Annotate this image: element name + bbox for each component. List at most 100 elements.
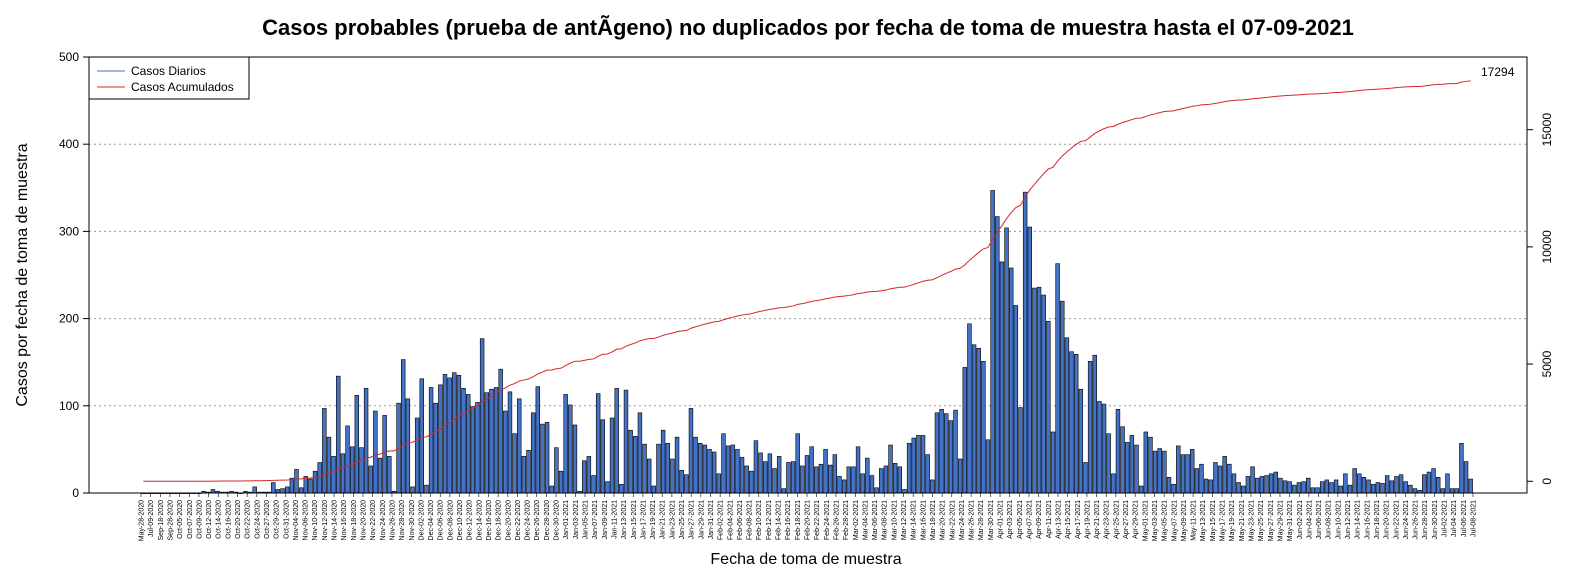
bar	[1440, 488, 1446, 494]
x-tick-label: Feb-18-2021	[795, 500, 802, 540]
x-tick-label: Dec-16-2020	[486, 500, 493, 541]
bar	[995, 216, 1000, 494]
x-tick-label: Jul-04-2021	[1451, 500, 1458, 537]
bar	[1296, 482, 1302, 494]
x-tick-label: Apr-05-2021	[1017, 500, 1024, 539]
x-tick-label: Mar-20-2021	[940, 500, 947, 540]
bar	[484, 392, 489, 494]
x-tick-label: Mar-26-2021	[969, 500, 976, 540]
bar	[1032, 287, 1037, 494]
bar	[1463, 461, 1469, 494]
bar	[442, 374, 448, 494]
bar	[1166, 476, 1172, 494]
bar	[1245, 476, 1251, 494]
x-tick-label: Jul-09-2020	[148, 500, 155, 537]
bar	[999, 261, 1005, 494]
bar	[1449, 488, 1455, 494]
bar	[252, 486, 257, 494]
bar	[1106, 433, 1111, 494]
x-tick-label: May-03-2021	[1152, 500, 1159, 541]
bar	[517, 398, 522, 494]
x-tick-label: Jul-08-2021	[1471, 500, 1478, 537]
x-tick-label: Mar-22-2021	[949, 500, 956, 540]
x-tick-label: Feb-06-2021	[737, 500, 744, 540]
x-tick-label: Jan-31-2021	[708, 500, 715, 539]
bar	[776, 456, 782, 494]
bar	[1138, 485, 1144, 494]
bar	[846, 466, 851, 494]
x-tick-label: Jun-04-2021	[1306, 500, 1313, 539]
bar	[600, 419, 606, 494]
bar	[1347, 484, 1353, 494]
y2-tick-label: 10000	[1540, 230, 1554, 264]
x-tick-label: Oct-14-2020	[216, 500, 223, 539]
cumulative-line	[143, 80, 1471, 482]
bar	[1217, 465, 1223, 494]
x-tick-label: Oct-16-2020	[225, 500, 232, 539]
bar	[489, 388, 494, 494]
bar	[609, 417, 615, 494]
bar	[1101, 403, 1107, 494]
x-tick-label: Dec-22-2020	[515, 500, 522, 541]
bar	[210, 489, 216, 494]
x-tick-label: Jun-06-2021	[1316, 500, 1323, 539]
bar	[869, 475, 875, 494]
x-tick-label: Dec-24-2020	[525, 500, 532, 541]
x-tick-label: May-29-2021	[1277, 500, 1284, 541]
bar	[1435, 476, 1441, 494]
x-tick-label: Dec-20-2020	[505, 500, 512, 541]
x-tick-label: Jan-01-2021	[563, 500, 570, 539]
bar	[660, 429, 666, 494]
x-tick-label: Feb-04-2021	[727, 500, 734, 540]
bar	[883, 465, 889, 494]
bar	[916, 435, 921, 494]
bar	[790, 461, 796, 494]
bar	[892, 463, 898, 494]
bar	[1268, 473, 1274, 494]
bar	[911, 437, 916, 494]
x-tick-label: Mar-04-2021	[862, 500, 869, 540]
bar	[1013, 305, 1019, 494]
x-tick-label: Jun-28-2021	[1422, 500, 1429, 539]
bar	[1060, 300, 1065, 494]
bar	[897, 466, 903, 494]
bar	[554, 447, 559, 494]
bar	[1227, 463, 1232, 494]
bar	[507, 391, 513, 494]
bar	[275, 489, 281, 494]
x-tick-label: Apr-29-2021	[1133, 500, 1140, 539]
bar	[855, 446, 861, 494]
legend-label-cumulative: Casos Acumulados	[131, 80, 234, 94]
bar	[582, 460, 587, 494]
bar	[595, 393, 601, 494]
bar	[530, 412, 536, 494]
bar	[322, 408, 327, 494]
bar	[837, 476, 842, 494]
bar	[1445, 473, 1450, 494]
bar	[1148, 436, 1153, 494]
bar	[1254, 477, 1260, 494]
y2-tick-label: 15000	[1540, 113, 1554, 147]
bar	[758, 452, 763, 494]
bar	[363, 388, 369, 494]
bar	[804, 455, 810, 494]
x-axis: May-28-2020 Jul-09-2020 Sep-18-2020 Sep-28-…	[139, 493, 1478, 541]
x-tick-label: Jun-14-2021	[1355, 500, 1362, 539]
chart-title: Casos probables (prueba de antÃ­geno) no…	[262, 15, 1354, 40]
bar	[944, 413, 949, 494]
x-tick-label: Oct-07-2020	[187, 500, 194, 539]
bar	[985, 439, 991, 494]
bar	[1087, 361, 1093, 494]
x-tick-label: Jan-13-2021	[621, 500, 628, 539]
x-tick-label: Jun-16-2021	[1364, 500, 1371, 539]
x-tick-label: Dec-08-2020	[447, 500, 454, 541]
x-tick-label: Jan-07-2021	[592, 500, 599, 539]
bar	[1315, 487, 1320, 494]
bar	[433, 402, 438, 494]
x-tick-label: Dec-04-2020	[428, 500, 435, 541]
bar	[1203, 478, 1209, 494]
bar	[1083, 462, 1088, 494]
x-tick-label: Apr-25-2021	[1113, 500, 1120, 539]
x-tick-label: Apr-19-2021	[1084, 500, 1091, 539]
